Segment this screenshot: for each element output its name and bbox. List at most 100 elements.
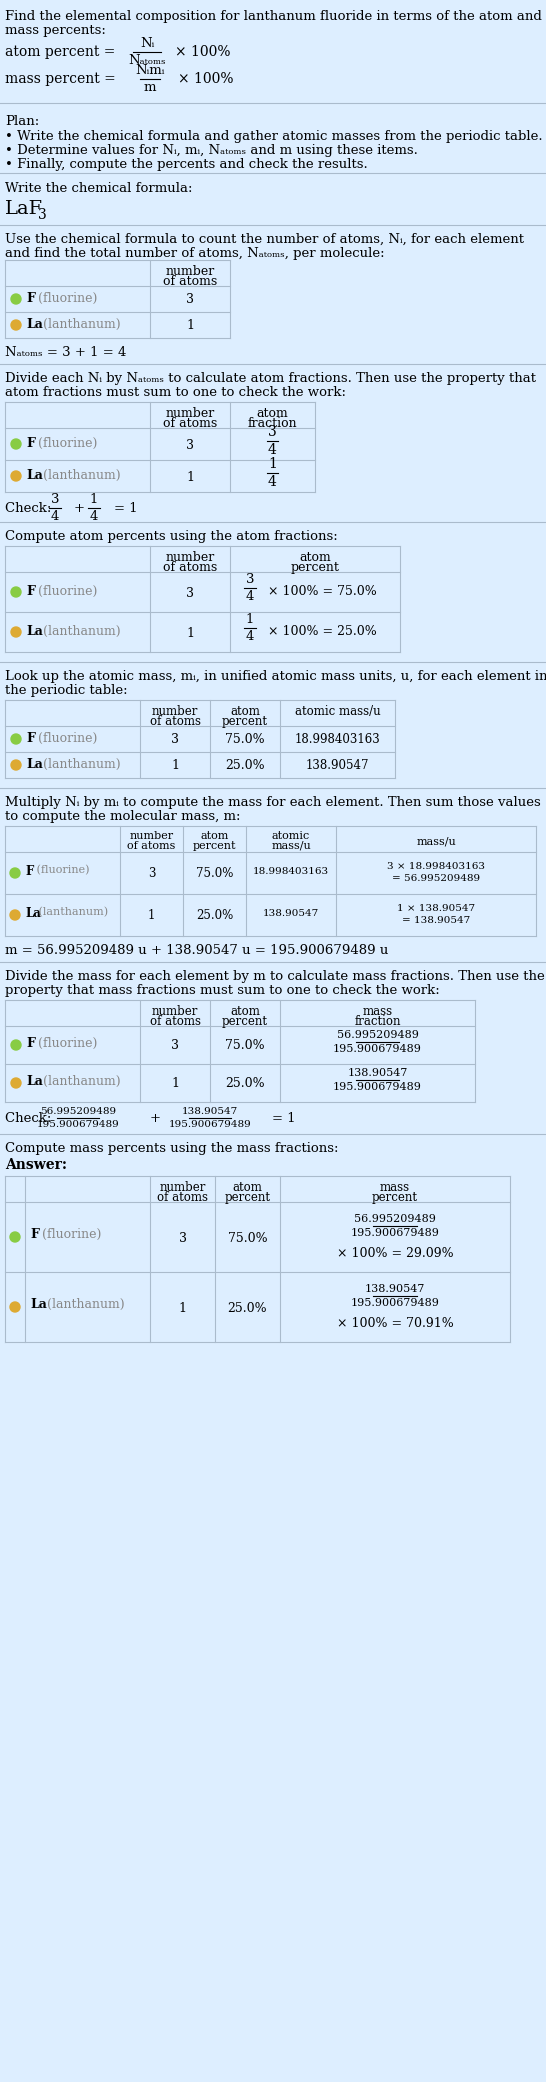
- Text: (lanthanum): (lanthanum): [39, 319, 121, 331]
- Text: atom: atom: [257, 406, 288, 421]
- Text: Find the elemental composition for lanthanum fluoride in terms of the atom and: Find the elemental composition for lanth…: [5, 10, 542, 23]
- Text: La: La: [25, 908, 41, 920]
- Text: atomic: atomic: [272, 831, 310, 841]
- Text: fraction: fraction: [354, 1016, 401, 1029]
- Text: La: La: [26, 1074, 43, 1089]
- Text: 195.900679489: 195.900679489: [333, 1043, 422, 1053]
- Text: (fluorine): (fluorine): [34, 733, 97, 745]
- Text: percent: percent: [222, 714, 268, 729]
- Text: number: number: [152, 706, 198, 718]
- Circle shape: [11, 1078, 21, 1089]
- Text: 3: 3: [171, 1039, 179, 1051]
- Text: 3: 3: [186, 294, 194, 306]
- Text: +: +: [150, 1112, 161, 1124]
- Circle shape: [11, 760, 21, 770]
- Text: (fluorine): (fluorine): [34, 437, 97, 450]
- Text: × 100%: × 100%: [178, 73, 234, 85]
- Text: = 1: = 1: [114, 502, 138, 514]
- Text: • Determine values for Nᵢ, mᵢ, Nₐₜₒₘₛ and m using these items.: • Determine values for Nᵢ, mᵢ, Nₐₜₒₘₛ an…: [5, 144, 418, 156]
- Circle shape: [11, 439, 21, 450]
- Text: number: number: [165, 264, 215, 279]
- Text: atom: atom: [230, 706, 260, 718]
- Text: of atoms: of atoms: [163, 560, 217, 575]
- Text: (fluorine): (fluorine): [34, 1037, 97, 1049]
- Circle shape: [10, 868, 20, 879]
- Text: (fluorine): (fluorine): [33, 864, 90, 874]
- Circle shape: [10, 910, 20, 920]
- Text: of atoms: of atoms: [157, 1191, 208, 1203]
- Text: (fluorine): (fluorine): [38, 1228, 102, 1241]
- Text: m = 56.995209489 u + 138.90547 u = 195.900679489 u: m = 56.995209489 u + 138.90547 u = 195.9…: [5, 943, 388, 958]
- Text: 3: 3: [148, 866, 155, 881]
- Text: 3: 3: [38, 208, 47, 223]
- Text: F: F: [26, 291, 35, 304]
- Text: of atoms: of atoms: [150, 1016, 200, 1029]
- Text: = 56.995209489: = 56.995209489: [392, 874, 480, 883]
- Text: 3: 3: [179, 1233, 187, 1245]
- Text: (lanthanum): (lanthanum): [39, 758, 121, 770]
- Circle shape: [11, 1041, 21, 1049]
- Text: 1: 1: [186, 471, 194, 483]
- Text: F: F: [26, 733, 35, 745]
- Text: percent: percent: [193, 841, 236, 852]
- Text: × 100% = 75.0%: × 100% = 75.0%: [268, 585, 377, 598]
- Text: number: number: [165, 406, 215, 421]
- Text: of atoms: of atoms: [150, 714, 200, 729]
- Text: La: La: [30, 1297, 47, 1312]
- Text: 195.900679489: 195.900679489: [351, 1228, 440, 1239]
- Text: Compute atom percents using the atom fractions:: Compute atom percents using the atom fra…: [5, 531, 338, 543]
- Text: (lanthanum): (lanthanum): [39, 468, 121, 483]
- Text: = 1: = 1: [272, 1112, 295, 1124]
- Text: 75.0%: 75.0%: [228, 1233, 268, 1245]
- Text: 56.995209489: 56.995209489: [40, 1108, 116, 1116]
- Text: of atoms: of atoms: [163, 275, 217, 287]
- Text: +: +: [74, 502, 89, 514]
- Text: mass: mass: [380, 1180, 410, 1193]
- Text: percent: percent: [222, 1016, 268, 1029]
- Text: number: number: [129, 831, 174, 841]
- Text: percent: percent: [224, 1191, 270, 1203]
- Text: 195.900679489: 195.900679489: [37, 1120, 120, 1128]
- Text: 195.900679489: 195.900679489: [169, 1120, 251, 1128]
- Text: mass: mass: [363, 1006, 393, 1018]
- Circle shape: [11, 735, 21, 743]
- Text: 18.998403163: 18.998403163: [253, 866, 329, 877]
- Text: 75.0%: 75.0%: [225, 733, 265, 745]
- Text: Nₐₜₒₘₛ: Nₐₜₒₘₛ: [128, 54, 166, 67]
- Text: Divide the mass for each element by m to calculate mass fractions. Then use the: Divide the mass for each element by m to…: [5, 970, 545, 983]
- Text: (fluorine): (fluorine): [34, 585, 97, 598]
- Text: 56.995209489: 56.995209489: [336, 1031, 418, 1041]
- Text: 138.90547: 138.90547: [365, 1285, 425, 1295]
- Text: 25.0%: 25.0%: [225, 1076, 265, 1091]
- Text: • Finally, compute the percents and check the results.: • Finally, compute the percents and chec…: [5, 158, 368, 171]
- Text: (fluorine): (fluorine): [34, 291, 97, 304]
- Text: La: La: [26, 625, 43, 637]
- Circle shape: [10, 1301, 20, 1312]
- Text: F: F: [26, 1037, 35, 1049]
- Circle shape: [11, 627, 21, 637]
- Text: La: La: [26, 758, 43, 770]
- Text: Nₐₜₒₘₛ = 3 + 1 = 4: Nₐₜₒₘₛ = 3 + 1 = 4: [5, 346, 126, 358]
- Text: Nᵢmᵢ: Nᵢmᵢ: [135, 65, 165, 77]
- Text: 138.90547: 138.90547: [306, 760, 369, 772]
- Text: 3: 3: [268, 425, 277, 439]
- Text: atom percent =: atom percent =: [5, 46, 120, 58]
- Text: Plan:: Plan:: [5, 115, 39, 127]
- Text: × 100% = 70.91%: × 100% = 70.91%: [337, 1318, 453, 1330]
- Text: Check:: Check:: [5, 502, 56, 514]
- Text: (lanthanum): (lanthanum): [43, 1297, 124, 1312]
- Text: 138.90547: 138.90547: [182, 1108, 238, 1116]
- Text: and find the total number of atoms, Nₐₜₒₘₛ, per molecule:: and find the total number of atoms, Nₐₜₒ…: [5, 248, 384, 260]
- Circle shape: [11, 587, 21, 598]
- Text: to compute the molecular mass, m:: to compute the molecular mass, m:: [5, 810, 240, 822]
- Text: 3: 3: [186, 587, 194, 600]
- Circle shape: [11, 471, 21, 481]
- Text: Check:: Check:: [5, 1112, 56, 1124]
- Text: atom: atom: [200, 831, 229, 841]
- Text: Compute mass percents using the mass fractions:: Compute mass percents using the mass fra…: [5, 1143, 339, 1156]
- Text: of atoms: of atoms: [163, 416, 217, 431]
- Text: 3 × 18.998403163: 3 × 18.998403163: [387, 862, 485, 870]
- Text: LaF: LaF: [5, 200, 43, 219]
- Text: 3: 3: [171, 733, 179, 745]
- Text: 1: 1: [186, 319, 194, 331]
